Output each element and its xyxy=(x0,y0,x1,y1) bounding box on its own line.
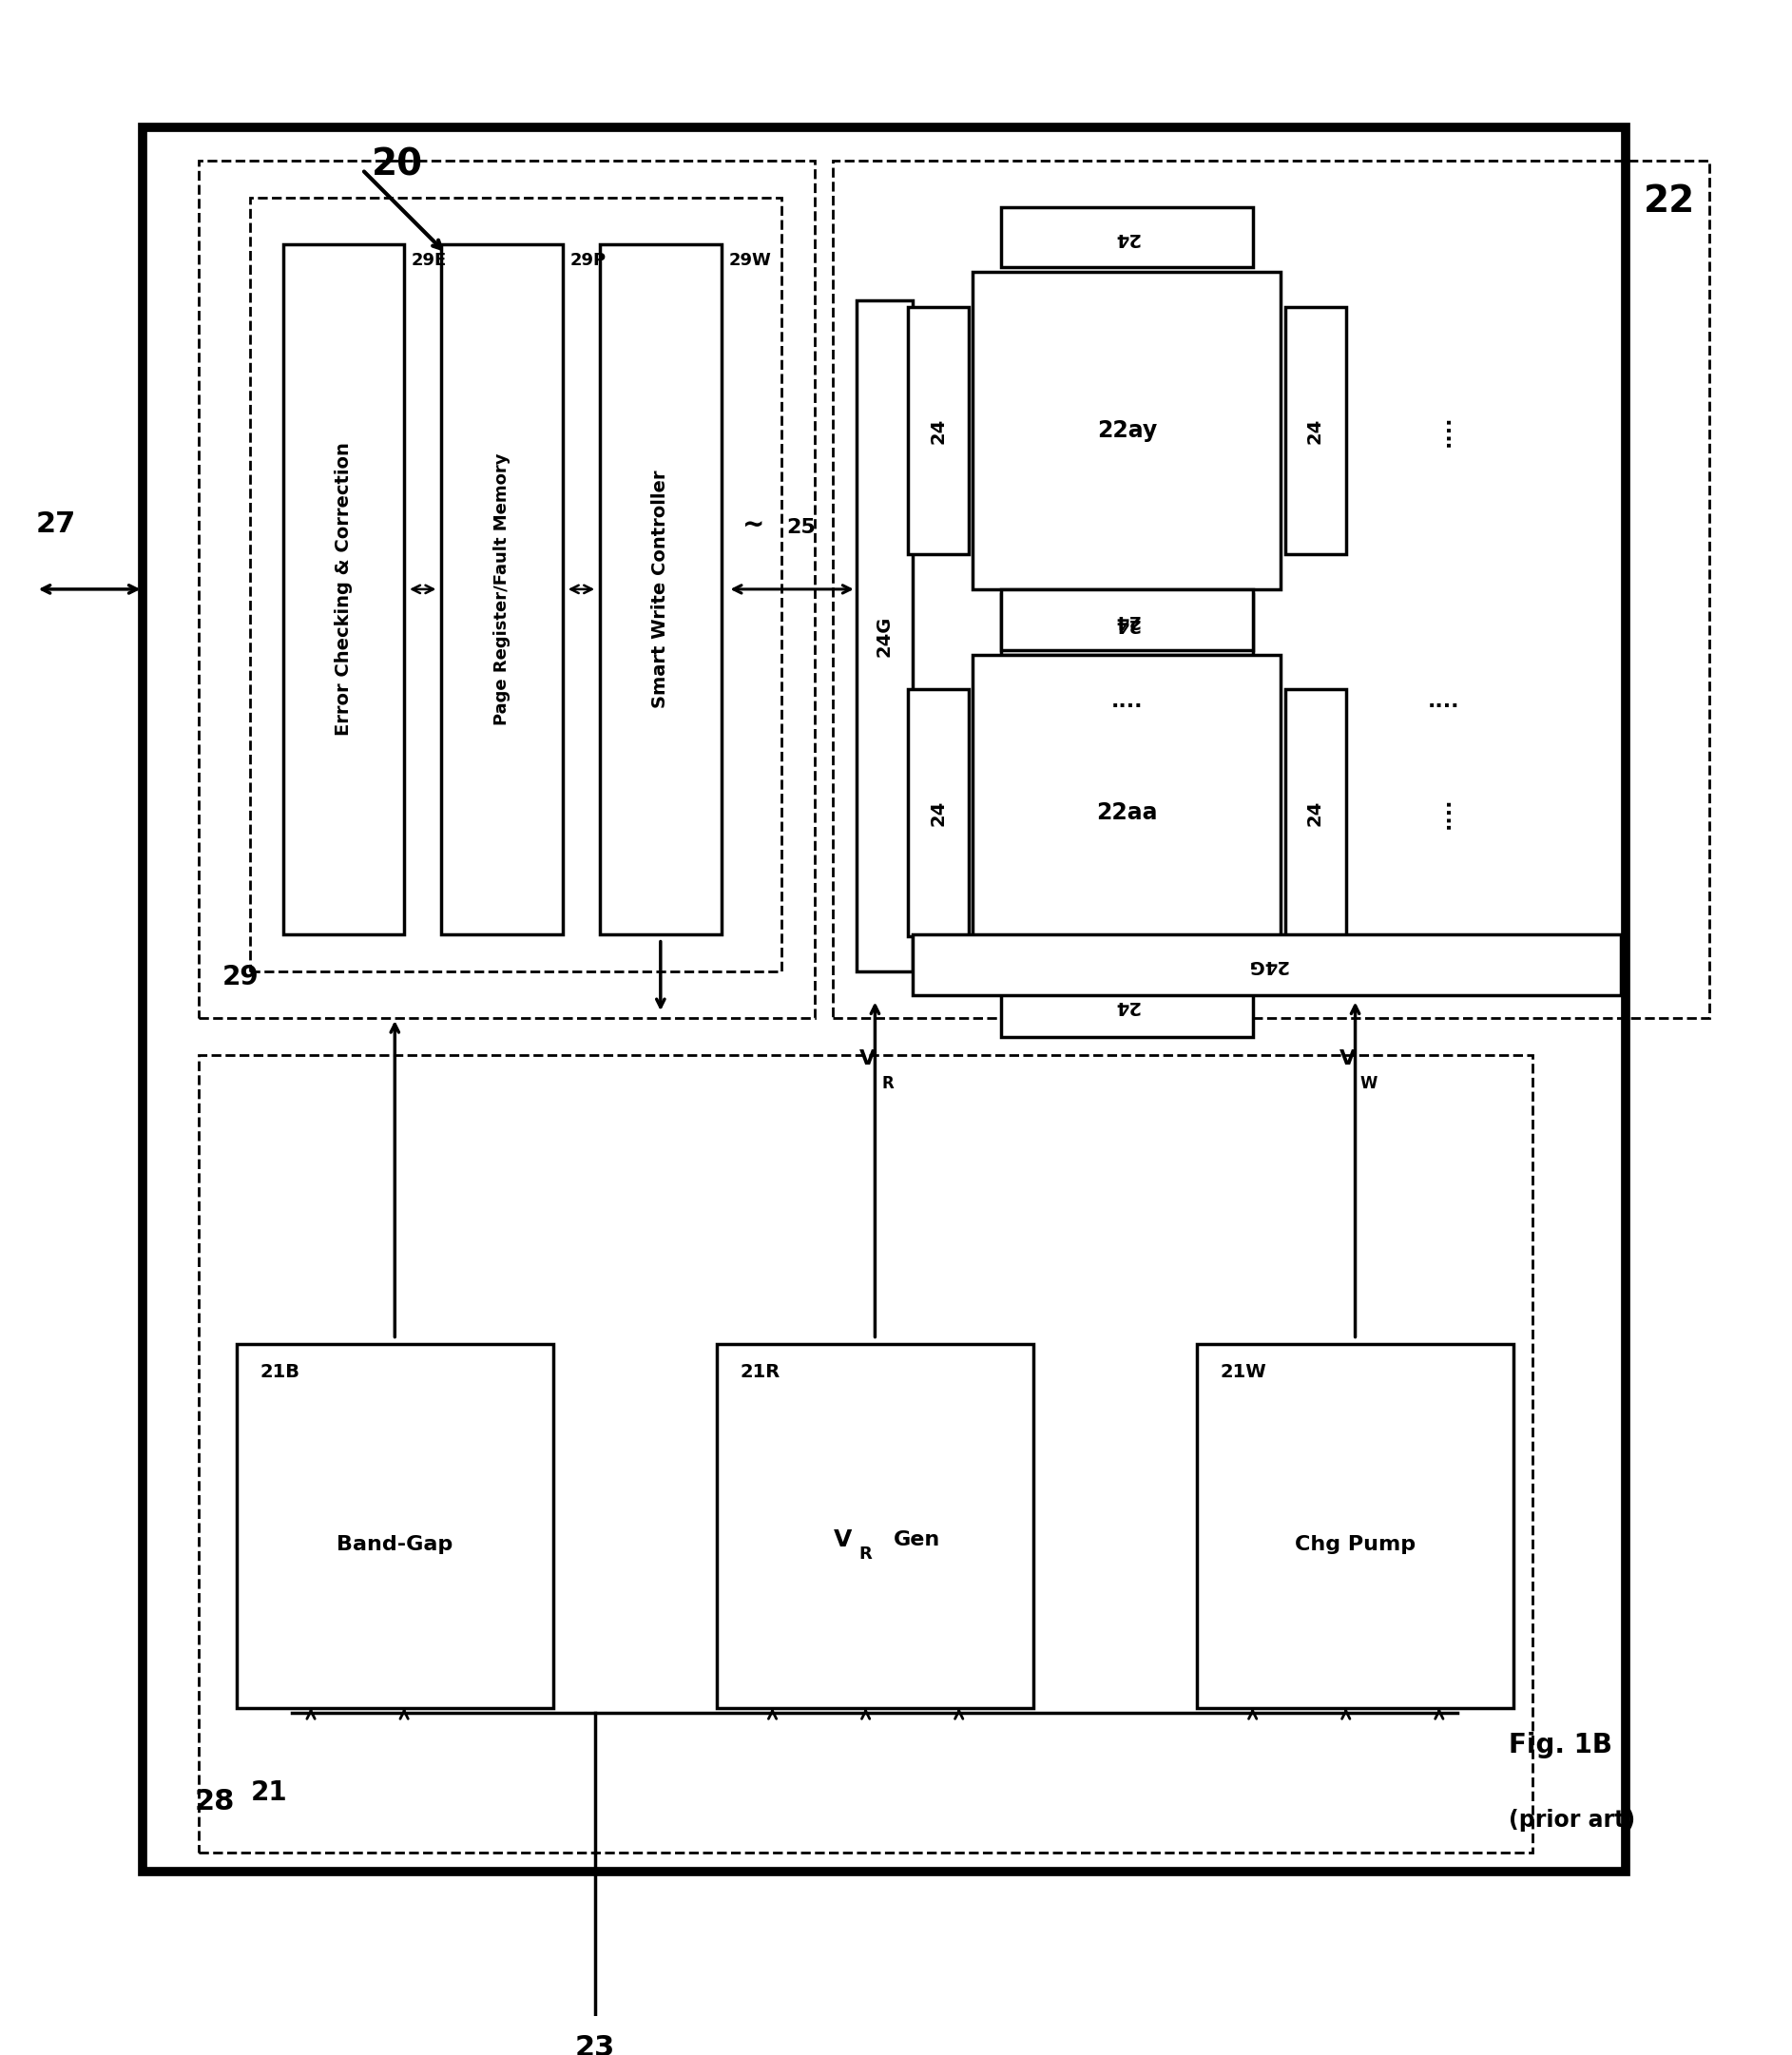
Text: 29E: 29E xyxy=(412,251,446,269)
Text: Smart Write Controller: Smart Write Controller xyxy=(652,471,670,709)
Bar xyxy=(909,688,968,935)
Text: 24: 24 xyxy=(1306,799,1324,826)
Text: ....: .... xyxy=(1428,693,1460,711)
Text: 22ay: 22ay xyxy=(1097,419,1158,442)
Bar xyxy=(857,300,912,972)
Bar xyxy=(199,1056,1532,1852)
Text: Fig. 1B: Fig. 1B xyxy=(1509,1732,1613,1759)
Text: (prior art): (prior art) xyxy=(1509,1808,1636,1831)
Text: 24: 24 xyxy=(930,799,948,826)
Bar xyxy=(441,245,563,935)
Text: 24: 24 xyxy=(1115,228,1140,247)
Bar xyxy=(283,245,405,935)
Text: 24: 24 xyxy=(1115,614,1140,633)
Bar xyxy=(199,160,814,1017)
Bar xyxy=(237,1344,554,1708)
Text: 24G: 24G xyxy=(874,614,894,656)
Text: 21B: 21B xyxy=(260,1362,299,1381)
Bar xyxy=(717,1344,1034,1708)
Bar xyxy=(143,127,1625,1872)
Text: V: V xyxy=(860,1050,876,1069)
Bar xyxy=(1002,590,1253,649)
Text: 24: 24 xyxy=(1306,417,1324,444)
Text: 25: 25 xyxy=(787,518,815,536)
Text: ....: .... xyxy=(1434,797,1453,828)
Text: W: W xyxy=(1360,1075,1376,1091)
Bar xyxy=(973,271,1281,590)
Text: R: R xyxy=(882,1075,894,1091)
Text: 27: 27 xyxy=(36,510,75,538)
Bar xyxy=(1002,208,1253,267)
Bar xyxy=(1197,1344,1514,1708)
Text: 21W: 21W xyxy=(1220,1362,1267,1381)
Text: 21R: 21R xyxy=(740,1362,780,1381)
Bar xyxy=(1002,594,1253,653)
Bar xyxy=(1285,306,1346,553)
Text: 22aa: 22aa xyxy=(1097,801,1158,824)
Text: 22: 22 xyxy=(1643,183,1695,220)
Text: V: V xyxy=(833,1529,851,1552)
Bar xyxy=(1285,688,1346,935)
Bar xyxy=(912,935,1622,995)
Text: Band-Gap: Band-Gap xyxy=(337,1535,453,1554)
Text: 24: 24 xyxy=(1115,997,1140,1015)
Bar xyxy=(909,306,968,553)
Text: 28: 28 xyxy=(194,1788,235,1815)
Text: ....: .... xyxy=(1434,415,1453,446)
Text: 29: 29 xyxy=(222,964,260,991)
Bar xyxy=(1002,976,1253,1036)
Text: 29P: 29P xyxy=(570,251,606,269)
Text: Gen: Gen xyxy=(894,1531,941,1549)
Text: Error Checking & Correction: Error Checking & Correction xyxy=(335,442,353,736)
Bar xyxy=(833,160,1710,1017)
Text: 24G: 24G xyxy=(1245,956,1287,974)
Text: 20: 20 xyxy=(371,148,423,183)
Text: 29W: 29W xyxy=(729,251,771,269)
Text: 23: 23 xyxy=(575,2034,615,2055)
Text: R: R xyxy=(858,1545,873,1562)
Text: Chg Pump: Chg Pump xyxy=(1296,1535,1416,1554)
Bar xyxy=(973,653,1281,972)
Text: ....: .... xyxy=(1111,693,1143,711)
Text: 24: 24 xyxy=(1115,610,1140,629)
Text: V: V xyxy=(1340,1050,1357,1069)
Bar xyxy=(251,197,781,972)
Text: Page Register/Fault Memory: Page Register/Fault Memory xyxy=(493,452,511,725)
Text: ~: ~ xyxy=(742,512,765,538)
Text: 21: 21 xyxy=(251,1780,287,1806)
Text: 24: 24 xyxy=(930,417,948,444)
Bar xyxy=(600,245,720,935)
